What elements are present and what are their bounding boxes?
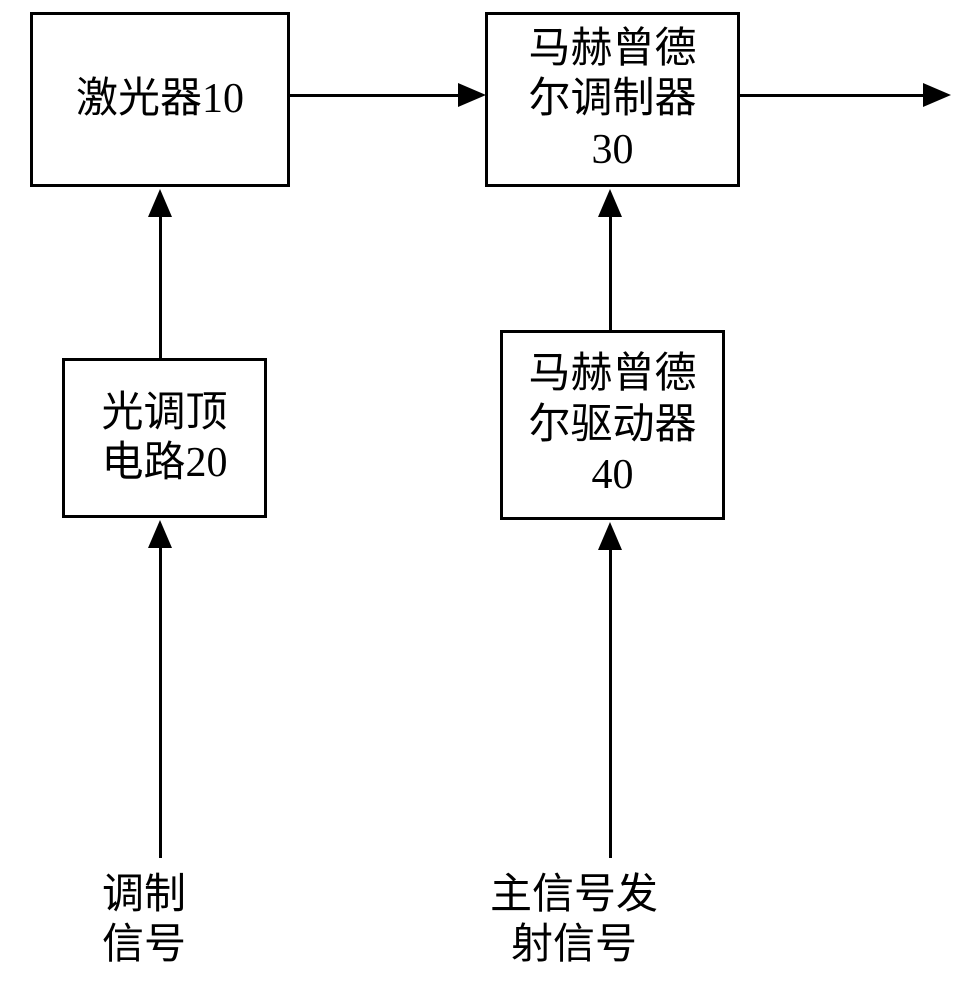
main-signal-line1: 主信号发 [490,870,658,920]
arrow-laser-to-mz [290,94,460,97]
laser-label: 激光器10 [76,74,244,124]
arrow-head-mz-output [923,83,951,107]
mod-signal-label: 调制 信号 [102,870,186,971]
mz-mod-number: 30 [592,125,634,175]
arrow-head-mod-to-circuit [148,520,172,548]
mz-modulator-box: 马赫曾德 尔调制器 30 [485,12,740,187]
mod-signal-line1: 调制 [102,870,186,920]
main-signal-label: 主信号发 射信号 [490,870,658,971]
main-signal-line2: 射信号 [490,920,658,970]
mz-driver-line1: 马赫曾德 [528,349,696,399]
mz-driver-line2: 尔驱动器 [528,400,696,450]
arrow-driver-to-mz [609,215,612,330]
mz-mod-line1: 马赫曾德 [528,24,696,74]
arrow-mz-output [740,94,925,97]
arrow-main-to-driver [609,548,612,858]
arrow-mod-to-circuit [159,546,162,858]
arrow-head-circuit-to-laser [148,189,172,217]
arrow-head-laser-to-mz [458,83,486,107]
arrow-head-main-to-driver [598,522,622,550]
mz-driver-box: 马赫曾德 尔驱动器 40 [500,330,725,520]
light-mod-line2: 电路20 [101,438,227,488]
light-mod-circuit-box: 光调顶 电路20 [62,358,267,518]
mz-mod-line2: 尔调制器 [528,74,696,124]
arrow-circuit-to-laser [159,215,162,358]
mz-driver-number: 40 [592,450,634,500]
mod-signal-line2: 信号 [102,920,186,970]
light-mod-line1: 光调顶 [101,388,227,438]
laser-box: 激光器10 [30,12,290,187]
arrow-head-driver-to-mz [598,189,622,217]
